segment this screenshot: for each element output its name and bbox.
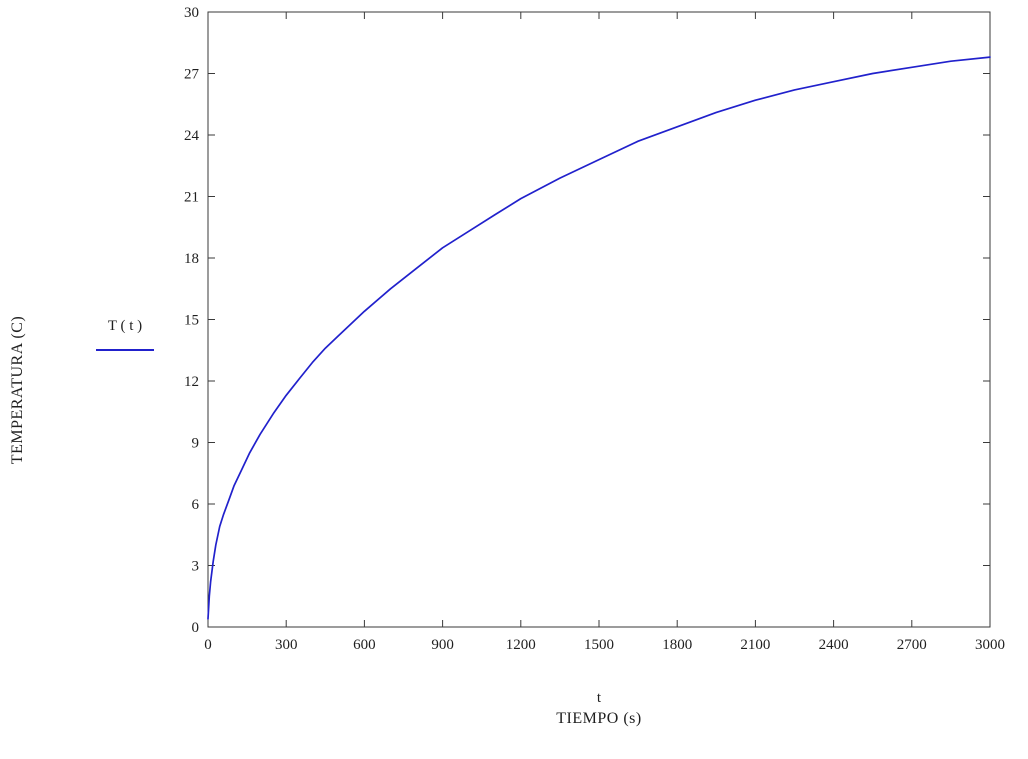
y-tick-label: 12 [184, 374, 199, 390]
y-tick-label: 6 [192, 497, 200, 513]
x-tick-label: 0 [204, 637, 212, 653]
x-tick-label: 1200 [506, 637, 536, 653]
x-tick-label: 600 [353, 637, 376, 653]
x-tick-label: 900 [431, 637, 454, 653]
x-tick-label: 1500 [584, 637, 614, 653]
x-tick-label: 2400 [819, 637, 849, 653]
x-tick-label: 3000 [975, 637, 1005, 653]
legend-trace-line-sample [96, 349, 154, 351]
y-tick-label: 9 [192, 436, 200, 452]
y-tick-label: 24 [184, 128, 200, 144]
y-tick-label: 27 [184, 67, 200, 83]
x-tick-label: 2700 [897, 637, 927, 653]
x-tick-label: 1800 [662, 637, 692, 653]
y-tick-label: 18 [184, 251, 199, 267]
y-tick-label: 21 [184, 190, 199, 206]
y-tick-label: 3 [192, 559, 200, 575]
temperature-curve [207, 56, 991, 620]
legend: T ( t ) [92, 318, 158, 351]
x-axis-title: t TIEMPO (s) [556, 688, 641, 730]
x-axis-variable-label: t [596, 690, 602, 706]
plot-frame [207, 11, 991, 628]
x-tick-label: 300 [275, 637, 298, 653]
y-tick-label: 0 [192, 620, 200, 636]
legend-trace-label: T ( t ) [107, 318, 143, 334]
y-tick-label: 15 [184, 313, 199, 329]
y-tick-label: 30 [184, 5, 199, 21]
x-tick-label: 2100 [740, 637, 770, 653]
x-axis-units-label: TIEMPO (s) [556, 710, 642, 727]
